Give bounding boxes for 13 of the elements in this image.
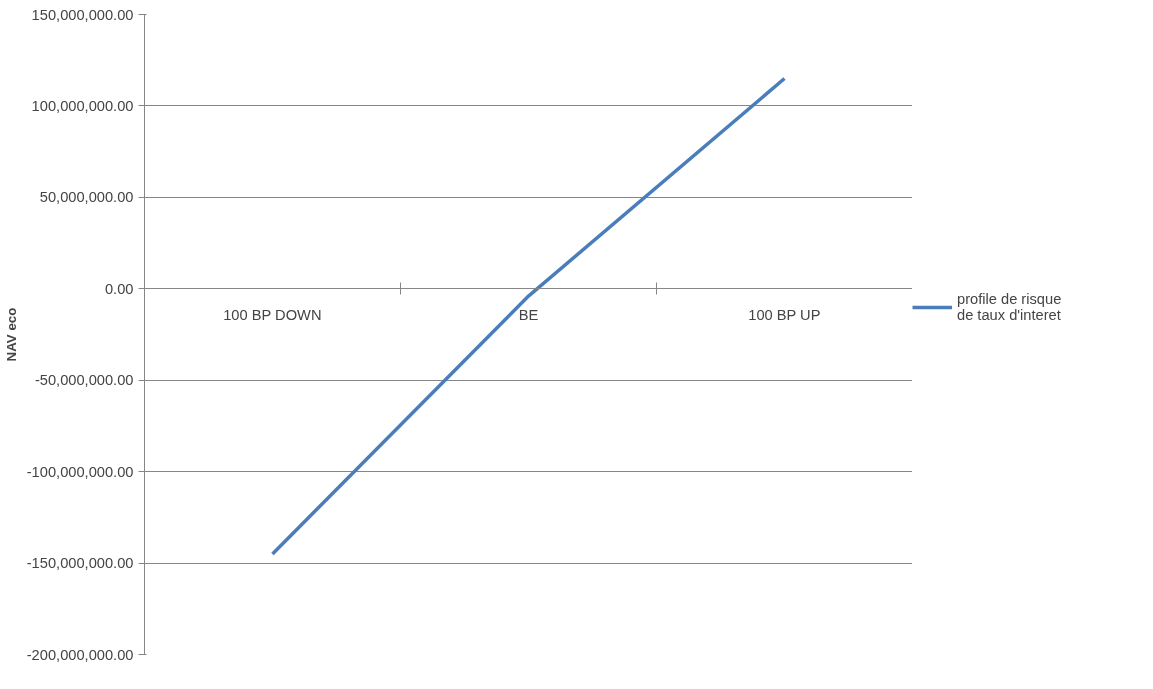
y-tick-label: -200,000,000.00 [26, 646, 134, 663]
y-tick-label: -100,000,000.00 [26, 463, 134, 480]
y-tick-label: 0.00 [104, 280, 134, 297]
x-tick-label: BE [518, 306, 539, 323]
x-tick-label: 100 BP UP [748, 306, 821, 323]
y-tick-label: -150,000,000.00 [26, 555, 134, 572]
y-tick-label: 150,000,000.00 [31, 6, 134, 23]
y-tick-label: 100,000,000.00 [31, 97, 134, 114]
y-axis-title: NAV eco [3, 307, 19, 362]
y-tick-label: -50,000,000.00 [34, 372, 134, 389]
y-tick-label: 50,000,000.00 [39, 189, 134, 206]
legend-label: profile de risque de taux d'interet [957, 291, 1062, 324]
x-tick-label: 100 BP DOWN [223, 306, 322, 323]
